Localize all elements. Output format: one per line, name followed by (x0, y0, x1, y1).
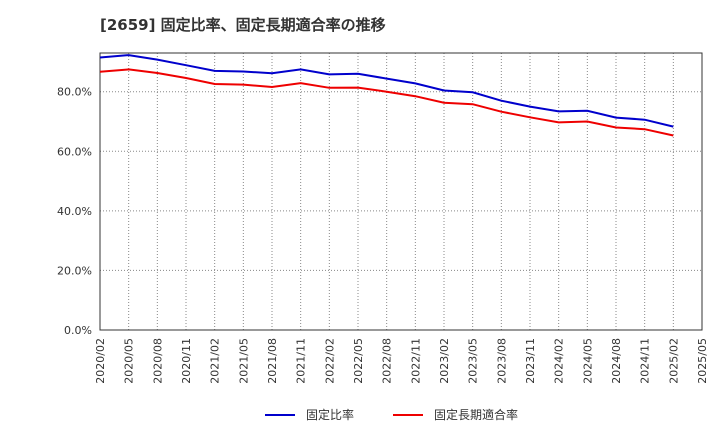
x-tick-label: 2022/08 (381, 338, 394, 384)
y-tick-label: 80.0% (57, 86, 92, 99)
x-tick-label: 2020/11 (180, 338, 193, 384)
x-tick-label: 2023/02 (438, 338, 451, 384)
x-tick-label: 2023/05 (467, 338, 480, 384)
plot-frame (99, 52, 703, 331)
x-tick-label: 2025/02 (667, 338, 680, 384)
x-tick-label: 2020/05 (123, 338, 136, 384)
axes: 2020/02 2020/05 2020/08 2020/11 2021/02 2021/… (57, 52, 709, 384)
x-tick-label: 2024/05 (581, 338, 594, 384)
x-tick-label: 2024/02 (553, 338, 566, 384)
x-tick-label: 2021/02 (209, 338, 222, 384)
legend: 固定比率 固定長期適合率 (265, 407, 518, 422)
x-tick-label: 2022/11 (409, 338, 422, 384)
grid (100, 53, 702, 330)
x-tick-label: 2021/11 (295, 338, 308, 384)
x-tick-label: 2023/11 (524, 338, 537, 384)
series-line-0 (99, 54, 674, 128)
x-tick-label: 2021/05 (237, 338, 250, 384)
y-tick-label: 0.0% (64, 324, 92, 337)
legend-label: 固定長期適合率 (434, 407, 518, 422)
x-tick-label: 2024/08 (610, 338, 623, 384)
x-tick-label: 2024/11 (639, 338, 652, 384)
series-line-1 (99, 68, 674, 137)
x-tick-label: 2022/02 (323, 338, 336, 384)
x-tick-label: 2025/05 (696, 338, 709, 384)
chart-title: [2659] 固定比率、固定長期適合率の推移 (100, 16, 386, 34)
x-tick-label: 2020/02 (94, 338, 107, 384)
y-tick-label: 60.0% (57, 145, 92, 158)
legend-label: 固定比率 (306, 407, 354, 422)
y-tick-label: 40.0% (57, 205, 92, 218)
x-tick-label: 2021/08 (266, 338, 279, 384)
x-tick-label: 2023/08 (495, 338, 508, 384)
x-tick-label: 2020/08 (151, 338, 164, 384)
x-tick-label: 2022/05 (352, 338, 365, 384)
series-lines (99, 54, 674, 137)
y-tick-label: 20.0% (57, 264, 92, 277)
